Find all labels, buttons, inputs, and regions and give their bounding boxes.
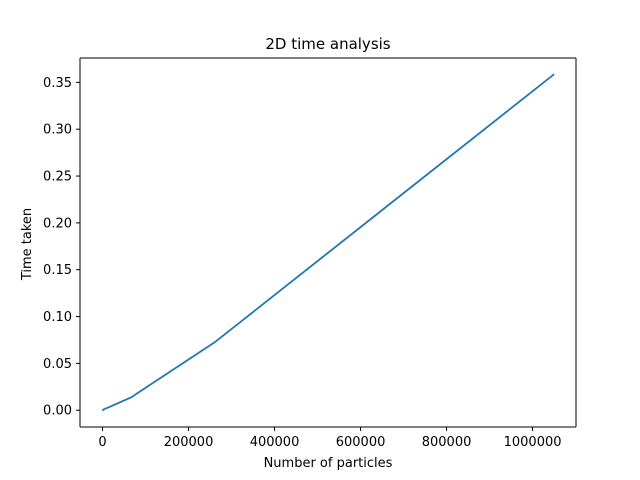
series-line-0 [101, 73, 555, 412]
y-tick-label: 0.05 [43, 357, 72, 372]
y-tick-label: 0.25 [43, 170, 72, 185]
x-tick-label: 1000000 [504, 435, 562, 450]
y-tick-label: 0.00 [43, 404, 72, 419]
x-axis-label: Number of particles [264, 456, 393, 471]
y-axis-label: Time taken [20, 208, 35, 281]
y-tick-label: 0.20 [43, 216, 72, 231]
x-tick-label: 400000 [250, 435, 300, 450]
y-tick-label: 0.15 [43, 263, 72, 278]
x-tick-label: 800000 [422, 435, 472, 450]
y-tick-label: 0.10 [43, 310, 72, 325]
y-tick-label: 0.30 [43, 123, 72, 138]
y-tick-label: 0.35 [43, 76, 72, 91]
chart-title: 2D time analysis [265, 35, 390, 53]
x-tick-label: 600000 [336, 435, 386, 450]
x-tick-label: 0 [98, 435, 106, 450]
x-tick-label: 200000 [164, 435, 214, 450]
plot-area: 0 200000 400000 600000 800000 1000000 0.00 0.05… [43, 57, 577, 450]
